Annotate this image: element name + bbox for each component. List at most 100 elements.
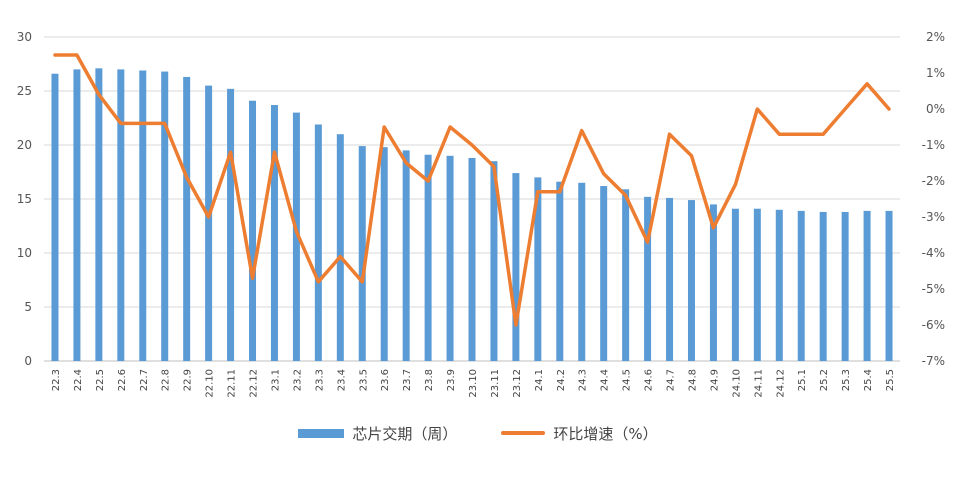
bar — [512, 173, 520, 361]
x-tick-label: 24.1 — [534, 369, 545, 391]
line-path — [53, 53, 891, 327]
bar — [468, 157, 476, 361]
x-tick-label: 23.6 — [380, 369, 391, 391]
legend-label-bar: 芯片交期（周） — [352, 424, 458, 443]
right-tick-label: 2% — [926, 30, 945, 44]
bar — [797, 210, 805, 361]
x-tick-label: 24.3 — [578, 369, 589, 391]
x-tick-label: 23.5 — [358, 369, 369, 391]
x-axis-ticks: 22.3 22.4 22.5 22.6 22.7 22.8 22.9 22.10 22.11 22… — [51, 369, 896, 398]
x-tick-label: 24.2 — [556, 369, 567, 391]
left-tick-label: 25 — [17, 84, 32, 98]
bar — [183, 76, 191, 362]
bar — [205, 85, 213, 361]
left-axis-ticks: 0 5 10 15 20 25 30 — [17, 30, 32, 368]
x-tick-label: 23.4 — [336, 369, 347, 391]
x-tick-label: 23.3 — [314, 369, 325, 391]
bar — [51, 73, 59, 361]
bar — [775, 209, 783, 361]
left-tick-label: 20 — [17, 138, 32, 152]
bar — [249, 100, 257, 361]
bar — [841, 211, 849, 361]
x-tick-label: 24.12 — [775, 369, 786, 398]
left-tick-label: 15 — [17, 192, 32, 206]
right-tick-label: -4% — [922, 246, 945, 260]
bar — [292, 112, 300, 361]
x-tick-label: 22.5 — [95, 369, 106, 391]
bar — [731, 208, 739, 361]
x-tick-label: 25.3 — [841, 369, 852, 391]
x-tick-label: 23.1 — [270, 369, 281, 391]
x-tick-label: 24.5 — [622, 369, 633, 391]
x-tick-label: 22.11 — [227, 369, 238, 398]
x-tick-label: 25.4 — [863, 369, 874, 391]
bar — [709, 204, 717, 361]
bar — [666, 197, 674, 361]
x-tick-label: 24.6 — [644, 369, 655, 391]
bar — [95, 68, 103, 361]
left-tick-label: 0 — [24, 354, 32, 368]
bar — [402, 150, 410, 361]
legend-label-line: 环比增速（%） — [553, 424, 658, 443]
x-tick-label: 23.7 — [402, 369, 413, 391]
bar-series — [51, 68, 893, 362]
left-tick-label: 10 — [17, 246, 32, 260]
x-tick-label: 23.11 — [490, 369, 501, 398]
bar — [819, 211, 827, 361]
bar — [380, 147, 388, 361]
x-tick-label: 23.10 — [468, 369, 479, 398]
bar — [336, 134, 344, 361]
x-tick-label: 25.1 — [797, 369, 808, 391]
bar — [556, 181, 564, 361]
left-tick-label: 5 — [24, 300, 32, 314]
bar — [622, 189, 630, 361]
bar — [73, 69, 81, 362]
bar — [644, 196, 652, 361]
right-tick-label: -6% — [922, 318, 945, 332]
bar — [227, 88, 235, 361]
x-tick-label: 22.12 — [249, 369, 260, 398]
x-tick-label: 23.8 — [424, 369, 435, 391]
right-tick-label: -1% — [922, 138, 945, 152]
right-tick-label: -7% — [922, 354, 945, 368]
bar — [490, 161, 498, 361]
bar — [578, 182, 586, 361]
bar — [600, 186, 608, 361]
x-tick-label: 25.5 — [885, 369, 896, 391]
legend-swatch-bar — [298, 428, 345, 438]
bar — [314, 124, 322, 361]
x-tick-label: 22.10 — [205, 369, 216, 398]
left-tick-label: 30 — [17, 30, 32, 44]
x-tick-label: 24.10 — [731, 369, 742, 398]
x-tick-label: 24.9 — [709, 369, 720, 391]
legend-item-line[interactable]: 环比增速（%） — [501, 423, 658, 444]
x-tick-label: 22.4 — [73, 369, 84, 391]
legend-swatch-line — [501, 431, 546, 435]
bar — [424, 154, 432, 361]
x-tick-label: 22.9 — [183, 369, 194, 391]
bar — [534, 177, 542, 361]
legend-item-bar[interactable]: 芯片交期（周） — [298, 423, 457, 444]
legend: 芯片交期（周） 环比增速（%） — [0, 418, 956, 448]
right-tick-label: -3% — [922, 210, 945, 224]
line-series — [53, 53, 891, 327]
x-tick-label: 22.6 — [117, 369, 128, 391]
x-tick-label: 22.8 — [161, 369, 172, 391]
right-axis-ticks: -7% -6% -5% -4% -3% -2% -1% 0% 1% 2% — [922, 30, 945, 368]
right-tick-label: 0% — [926, 102, 945, 116]
bar — [687, 200, 695, 361]
x-tick-label: 23.2 — [292, 369, 303, 391]
bar — [270, 105, 278, 361]
bar — [117, 69, 125, 362]
right-tick-label: 1% — [926, 66, 945, 80]
right-tick-label: -2% — [922, 174, 945, 188]
bar — [139, 70, 147, 361]
x-tick-label: 24.4 — [600, 369, 611, 391]
x-tick-label: 23.12 — [512, 369, 523, 398]
bar — [885, 210, 893, 361]
right-tick-label: -5% — [922, 282, 945, 296]
x-tick-label: 24.11 — [753, 369, 764, 398]
x-tick-label: 24.8 — [687, 369, 698, 391]
x-tick-label: 24.7 — [666, 369, 677, 391]
